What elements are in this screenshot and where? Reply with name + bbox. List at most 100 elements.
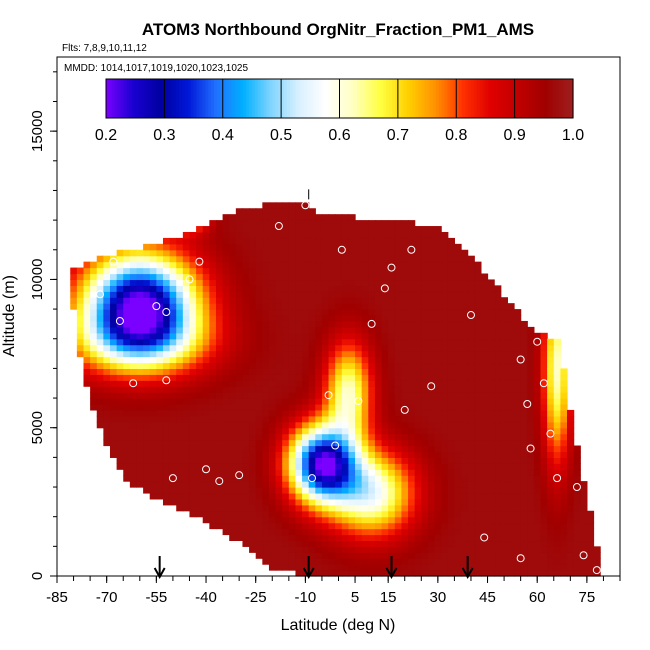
sample-point (546, 429, 555, 438)
colorbar-segment (497, 79, 501, 118)
heatmap-cell (441, 409, 449, 417)
heatmap-cell (282, 439, 290, 447)
heatmap-cell (268, 463, 277, 470)
heatmap-cell (321, 380, 330, 387)
heatmap-cell (335, 350, 343, 358)
heatmap-cell (328, 326, 336, 334)
heatmap-cell (109, 398, 118, 405)
heatmap-cell (242, 291, 250, 298)
heatmap-cell (275, 332, 283, 340)
heatmap-cell (341, 540, 350, 547)
heatmap-cell (202, 392, 210, 399)
heatmap-cell (500, 570, 508, 577)
heatmap-cell (321, 237, 330, 245)
heatmap-cell (408, 243, 416, 251)
heatmap-cell (328, 226, 336, 233)
heatmap-cell (500, 297, 508, 304)
heatmap-cell (202, 457, 210, 464)
heatmap-cell (368, 285, 376, 292)
heatmap-cell (268, 528, 277, 536)
heatmap-cell (189, 403, 197, 411)
colorbar-segment (284, 79, 288, 118)
heatmap-cell (222, 516, 230, 524)
heatmap-cell (381, 380, 389, 387)
heatmap-cell (149, 421, 157, 429)
heatmap-cell (275, 374, 283, 381)
heatmap-cell (381, 231, 389, 239)
heatmap-cell (421, 427, 429, 435)
heatmap-cell (361, 237, 369, 245)
heatmap-cell (169, 255, 177, 263)
x-tick-label: -85 (46, 589, 68, 606)
heatmap-cell (96, 315, 104, 322)
heatmap-cell (268, 558, 277, 565)
heatmap-cell (321, 492, 330, 500)
heatmap-cell (222, 415, 230, 423)
colorbar-segment (526, 79, 530, 118)
heatmap-cell (394, 546, 403, 553)
heatmap-cell (229, 457, 237, 464)
heatmap-cell (547, 445, 555, 453)
colorbar-segment (438, 79, 443, 118)
heatmap-cell (401, 487, 409, 494)
heatmap-cell (235, 415, 244, 423)
heatmap-cell (288, 208, 297, 215)
heatmap-cell (209, 433, 217, 441)
heatmap-cell (275, 498, 283, 506)
heatmap-cell (328, 463, 336, 470)
heatmap-cell (500, 504, 508, 512)
heatmap-cell (421, 237, 429, 245)
heatmap-cell (143, 362, 151, 369)
heatmap-cell (348, 374, 356, 381)
heatmap-cell (302, 386, 310, 393)
heatmap-cell (189, 427, 197, 435)
heatmap-cell (302, 457, 310, 464)
heatmap-cell (302, 309, 310, 316)
heatmap-cell (461, 291, 469, 298)
heatmap-cell (295, 374, 303, 381)
heatmap-cell (116, 338, 124, 346)
heatmap-cell (222, 392, 230, 399)
heatmap-cell (374, 546, 383, 553)
heatmap-cell (321, 409, 330, 417)
heatmap-cell (374, 380, 383, 387)
heatmap-cell (474, 380, 482, 387)
heatmap-cell (480, 368, 489, 375)
heatmap-cell (255, 303, 263, 310)
heatmap-cell (573, 552, 581, 559)
heatmap-cell (222, 332, 230, 340)
heatmap-cell (441, 504, 449, 512)
heatmap-cell (189, 368, 197, 375)
heatmap-cell (315, 498, 323, 506)
heatmap-cell (123, 320, 131, 328)
heatmap-cell (500, 315, 508, 322)
colorbar-segment (298, 79, 303, 118)
colorbar-segment (453, 79, 457, 118)
colorbar-segment (219, 79, 224, 118)
heatmap-cell (288, 362, 297, 369)
heatmap-cell (282, 332, 290, 340)
heatmap-cell (255, 255, 263, 263)
heatmap-cell (176, 344, 184, 352)
heatmap-cell (494, 427, 502, 435)
heatmap-cell (441, 522, 449, 530)
heatmap-cell (189, 267, 197, 275)
sample-point (96, 290, 105, 299)
heatmap-cell (394, 231, 403, 239)
heatmap-cell (196, 403, 204, 411)
heatmap-cell (434, 297, 442, 304)
heatmap-cell (295, 392, 303, 399)
heatmap-cell (196, 273, 204, 281)
heatmap-cell (388, 291, 396, 298)
heatmap-cell (103, 338, 111, 346)
heatmap-cell (103, 303, 111, 310)
heatmap-cell (507, 362, 515, 369)
heatmap-cell (123, 475, 131, 482)
heatmap-cell (527, 457, 535, 464)
heatmap-cell (321, 469, 330, 476)
heatmap-cell (249, 220, 257, 227)
heatmap-cell (116, 356, 124, 364)
heatmap-cell (487, 374, 495, 381)
heatmap-cell (196, 398, 204, 405)
heatmap-cell (348, 309, 356, 316)
